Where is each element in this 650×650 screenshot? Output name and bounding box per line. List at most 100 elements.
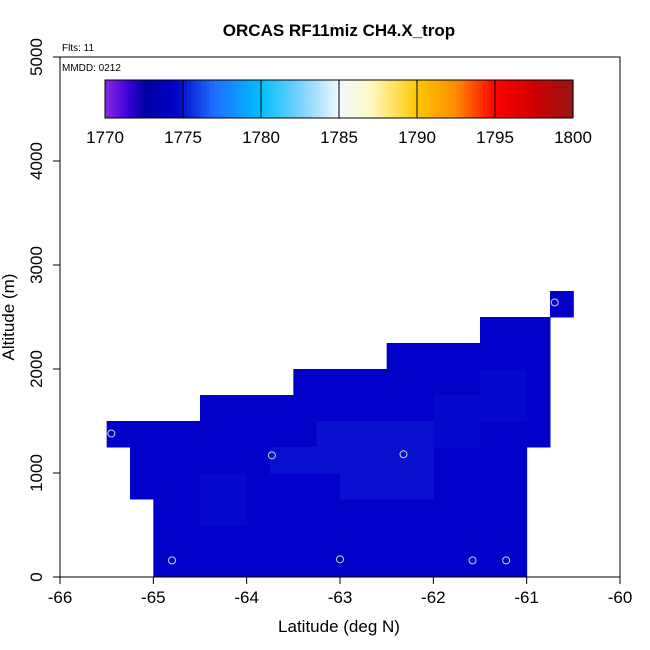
colorbar: 1770 1775 1780 1785 1790 1795 1800 [86, 79, 592, 147]
colorbar-swatch [155, 80, 161, 118]
colorbar-swatch [397, 80, 402, 118]
colorbar-swatch [253, 80, 258, 118]
colorbar-swatch [140, 80, 145, 118]
colorbar-swatch [483, 80, 488, 118]
colorbar-swatch [335, 80, 340, 118]
colorbar-tick-label: 1785 [320, 128, 358, 147]
sample-point [168, 556, 176, 565]
colorbar-swatch [245, 80, 250, 118]
colorbar-swatch [292, 80, 297, 118]
y-tick-label: 4000 [27, 142, 46, 180]
colorbar-ticks: 1770 1775 1780 1785 1790 1795 1800 [86, 80, 592, 147]
colorbar-swatch [553, 80, 558, 118]
colorbar-swatch [424, 80, 430, 118]
colorbar-swatch [105, 80, 110, 118]
colorbar-swatch [136, 80, 141, 118]
heatmap-cell [106, 421, 201, 448]
colorbar-swatch [264, 80, 270, 118]
sample-point [468, 556, 477, 565]
colorbar-swatch [159, 80, 165, 118]
heatmap-cells [106, 291, 574, 578]
colorbar-swatch [432, 80, 438, 118]
colorbar-swatch [190, 80, 196, 118]
colorbar-swatch [311, 80, 317, 118]
colorbar-swatch [307, 80, 313, 118]
colorbar-swatch [514, 80, 519, 118]
heatmap-cell [316, 421, 434, 448]
x-tick-label: -61 [514, 588, 539, 607]
x-axis: -66 -65 -64 -63 -62 -61 -60 [48, 577, 633, 607]
colorbar-swatch [506, 80, 512, 118]
colorbar-swatch [428, 80, 434, 118]
y-axis-label: Altitude (m) [0, 274, 18, 361]
colorbar-swatch [522, 80, 527, 118]
colorbar-swatch [225, 80, 231, 118]
colorbar-swatch [276, 80, 282, 118]
chart-title: ORCAS RF11miz CH4.X_trop [223, 21, 455, 40]
colorbar-swatch [471, 80, 477, 118]
x-axis-label: Latitude (deg N) [278, 617, 400, 636]
colorbar-swatch [319, 80, 324, 118]
colorbar-tick-label: 1770 [86, 128, 124, 147]
colorbar-swatch [194, 80, 200, 118]
colorbar-swatch [120, 80, 126, 118]
colorbar-swatch [366, 80, 371, 118]
colorbar-swatch [479, 80, 484, 118]
colorbar-swatch [495, 80, 500, 118]
colorbar-swatch [108, 80, 114, 118]
colorbar-swatch [147, 80, 153, 118]
colorbar-swatch [163, 80, 168, 118]
colorbar-swatch [280, 80, 285, 118]
colorbar-swatch [202, 80, 207, 118]
colorbar-swatch [342, 80, 348, 118]
sample-point [502, 556, 511, 565]
colorbar-swatch [183, 80, 188, 118]
colorbar-swatch [440, 80, 445, 118]
heatmap-cell [153, 447, 201, 578]
colorbar-swatch [144, 80, 149, 118]
colorbar-swatch [420, 80, 426, 118]
colorbar-swatch [463, 80, 469, 118]
colorbar-swatch [300, 80, 305, 118]
colorbar-swatch [171, 80, 176, 118]
colorbar-tick-label: 1775 [164, 128, 202, 147]
x-tick-label: -64 [234, 588, 259, 607]
colorbar-swatch [561, 80, 566, 118]
colorbar-swatch [167, 80, 172, 118]
colorbar-swatch [381, 80, 387, 118]
colorbar-swatch [389, 80, 395, 118]
colorbar-swatch [354, 80, 360, 118]
colorbar-tick-label: 1800 [554, 128, 592, 147]
colorbar-swatch [530, 80, 535, 118]
colorbar-swatch [331, 80, 336, 118]
sample-point [336, 555, 344, 564]
colorbar-swatch [198, 80, 204, 118]
colorbar-tick-label: 1790 [398, 128, 436, 147]
colorbar-swatch [206, 80, 211, 118]
colorbar-swatch [116, 80, 122, 118]
sample-points [107, 298, 559, 565]
colorbar-swatch [374, 80, 379, 118]
x-tick-label: -62 [421, 588, 446, 607]
colorbar-swatch [296, 80, 301, 118]
colorbar-swatch [323, 80, 328, 118]
colorbar-swatch [534, 80, 539, 118]
colorbar-swatch [218, 80, 223, 118]
heatmap-cell [270, 447, 434, 474]
colorbar-swatch [510, 80, 516, 118]
colorbar-swatch [409, 80, 414, 118]
colorbar-swatch [541, 80, 547, 118]
colorbar-swatch [448, 80, 453, 118]
colorbar-swatch [417, 80, 422, 118]
y-tick-label: 3000 [27, 246, 46, 284]
x-tick-label: -60 [608, 588, 633, 607]
colorbar-swatch [124, 80, 129, 118]
colorbar-swatch [210, 80, 215, 118]
sample-point [550, 298, 559, 307]
sample-point [399, 450, 408, 459]
colorbar-swatch [385, 80, 391, 118]
colorbar-swatch [237, 80, 243, 118]
colorbar-swatch [268, 80, 274, 118]
colorbar-swatch [444, 80, 449, 118]
colorbar-swatch [179, 80, 184, 118]
